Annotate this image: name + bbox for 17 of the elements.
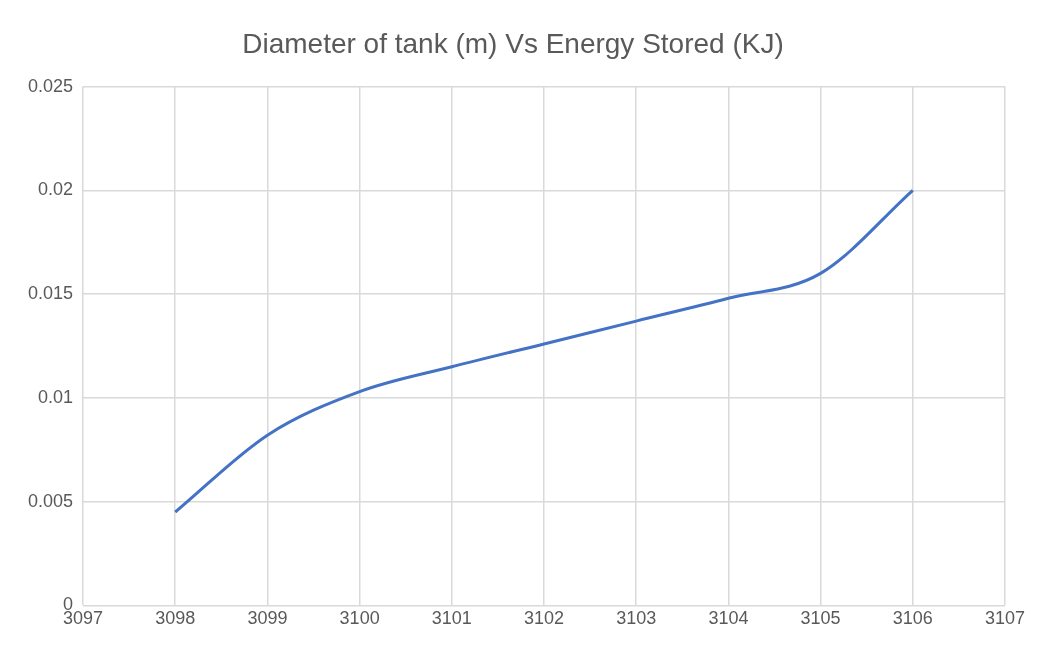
x-tick-label: 3099 — [247, 608, 288, 629]
chart-title: Diameter of tank (m) Vs Energy Stored (KJ) — [242, 27, 784, 59]
x-tick-label: 3107 — [984, 608, 1025, 629]
x-tick-label: 3106 — [892, 608, 933, 629]
x-tick-label: 3105 — [800, 608, 841, 629]
y-tick-label: 0.02 — [38, 179, 74, 200]
line-series — [173, 188, 915, 514]
x-tick-label: 3103 — [616, 608, 657, 629]
x-tick-label: 3101 — [431, 608, 472, 629]
y-tick-label: 0.01 — [38, 386, 74, 407]
y-tick-label: 0.005 — [28, 490, 74, 511]
x-tick-label: 3100 — [339, 608, 380, 629]
x-tick-label: 3102 — [523, 608, 565, 629]
y-tick-label: 0.015 — [28, 283, 74, 304]
x-tick-label: 3098 — [155, 608, 196, 629]
y-tick-label: 0.025 — [28, 75, 74, 96]
x-tick-label: 3104 — [708, 608, 749, 629]
